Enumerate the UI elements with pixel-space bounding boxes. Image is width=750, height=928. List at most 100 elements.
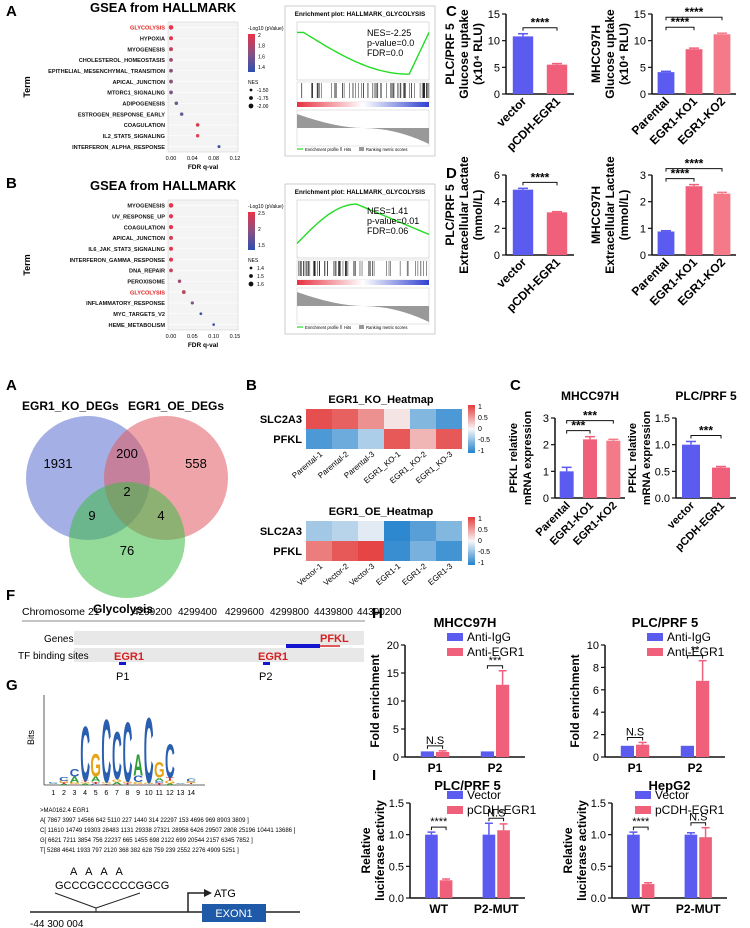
enrich-curve [296, 203, 430, 244]
coord-2: 4299400 [178, 607, 217, 618]
chart-sig-label: N.S [426, 735, 444, 747]
gsea-title: GSEA from HALLMARK [90, 178, 237, 193]
heatmap-col-label: EGR1-3 [426, 561, 454, 587]
motif-letter: G [165, 780, 176, 785]
heatmap-title: EGR1_KO_Heatmap [328, 394, 433, 406]
motif-id: >MA0162.4 EGR1 [40, 808, 90, 814]
gsea-colorbar-tick: 1.6 [258, 54, 265, 60]
gsea-term-label: PEROXISOME [127, 279, 165, 285]
motif-letter: A [91, 776, 101, 784]
gsea-title: GSEA from HALLMARK [90, 0, 237, 15]
motif-letter: C [59, 777, 69, 783]
gsea-y-label: Term [22, 254, 32, 275]
bar-chart-chip-plc: 0 2 4 6 8 10 Fold enrichment PLC/PRF 5 P1 N.S P2 **… [568, 615, 725, 775]
heatmap-scale-label: 0.5 [478, 415, 488, 422]
gsea-dotplot-a: GSEA from HALLMARK Term GLYCOLYSIS HYPOXIA M… [22, 0, 284, 171]
heatmap-scale-label: 0.5 [478, 527, 488, 534]
enrich-hits-box [296, 259, 430, 281]
chart-y-label: PFKL relative [627, 423, 639, 493]
motif-letter: G [80, 782, 91, 784]
coord-6: 44300200 [357, 607, 402, 618]
motif-letter: C [176, 783, 186, 784]
chart-category-label: P2 [688, 761, 703, 775]
heatmap-title: EGR1_OE_Heatmap [329, 506, 434, 518]
gsea-x-tick: 0.12 [230, 156, 241, 162]
chart-y-label: Relative [561, 827, 575, 873]
chart-bar [696, 680, 710, 757]
chart-sig-label: **** [531, 16, 550, 30]
gsea-term-label: COAGULATION [124, 123, 165, 129]
heatmap-cell [384, 429, 410, 449]
enrich-stat: NES=-2.25 [367, 28, 411, 38]
chart-bar [559, 471, 574, 498]
gsea-size-dot [249, 96, 253, 100]
heatmap-scale-label: 1 [478, 404, 482, 411]
chart-y-tick-label: 0 [393, 752, 399, 764]
enrich-legend-profile: Enrichment profile [305, 325, 339, 330]
bar-chart-pfkl-plc: 0.0 0.5 1.0 1.5 PFKL relative mRNA expression… [627, 389, 737, 553]
heatmap-cell [436, 521, 462, 541]
chart-sig-label: *** [489, 655, 503, 667]
chart-sig-bracket [686, 655, 704, 659]
gsea-colorbar-tick: 2.5 [258, 211, 265, 217]
motif-row-c: C[ 11610 14749 19303 28483 1131 29338 27… [40, 828, 296, 834]
gsea-dot [217, 145, 221, 149]
chart-bar [699, 837, 712, 898]
heatmap-cell [332, 521, 358, 541]
chart-bar [685, 186, 703, 255]
motif-letter: T [92, 781, 100, 784]
enrich-curve-box [296, 21, 430, 81]
gsea-term-label: EPITHELIAL_MESENCHYMAL_TRANSITION [48, 69, 165, 75]
motif-y-label: Bits [26, 729, 36, 745]
chart-y-tick-label: 6 [593, 685, 599, 697]
heatmap-col-label: Vector-2 [322, 561, 351, 587]
gsea-x-tick: 0.08 [208, 156, 219, 162]
heatmap-row-label: PFKL [273, 546, 302, 558]
enrich-stat: FDR=0.0 [367, 48, 403, 58]
motif-position-label: 9 [136, 790, 140, 797]
enrich-stat: p-value=0.0 [367, 38, 414, 48]
enrich-metric-area [297, 114, 429, 144]
chart-legend-label: pCDH-EGR1 [655, 803, 725, 817]
chart-bar [512, 36, 534, 94]
chart-y-label: PLC/PRF 5 [443, 23, 457, 85]
callout-left [54, 892, 97, 909]
chart-y-label: Extracellular Lactate [457, 156, 471, 274]
motif-position-label: 3 [73, 790, 77, 797]
motif-letter: T [187, 783, 195, 785]
heatmap-scale-label: -1 [478, 448, 484, 455]
chart-bar [682, 444, 700, 498]
motif-letter: T [60, 783, 68, 785]
motif-position-label: 5 [94, 790, 98, 797]
heatmap-cell [332, 429, 358, 449]
chart-y-tick-label: 10 [634, 36, 646, 48]
chart-y-tick-label: 10 [387, 696, 399, 708]
chart-bar [546, 212, 568, 255]
heatmap-egr1-oe: EGR1_OE_HeatmapSLC2A3PFKLVector-1Vector-… [260, 506, 490, 588]
heatmap-cell [410, 521, 436, 541]
pfkl-gene-bar [286, 644, 320, 648]
venn-count-oe-only: 558 [185, 456, 207, 471]
heatmap-scale-label: 0 [478, 538, 482, 545]
coord-1: 4299200 [133, 607, 172, 618]
chart-bar [583, 439, 597, 498]
gsea-dot [190, 301, 194, 305]
motif-letter: C [80, 710, 90, 798]
gsea-term-label: DNA_REPAIR [129, 269, 165, 275]
chart-y-tick-label: 4 [593, 707, 599, 719]
motif-letter: G [186, 781, 197, 784]
chart-title: PLC/PRF 5 [632, 615, 698, 630]
motif-position-label: 11 [156, 790, 163, 797]
gsea-size-label: 1.4 [257, 266, 264, 272]
chart-category-label: WT [631, 902, 650, 916]
motif-letter: C [165, 734, 175, 788]
motif-letter: T [81, 780, 89, 782]
enrich-stat: p-value=0.01 [367, 216, 419, 226]
chart-sig-label: **** [685, 5, 704, 19]
motif-position-label: 13 [177, 790, 185, 797]
chart-sig-bracket [665, 178, 695, 182]
motif-letter: C [112, 720, 122, 795]
motif-letter: T [102, 784, 110, 785]
